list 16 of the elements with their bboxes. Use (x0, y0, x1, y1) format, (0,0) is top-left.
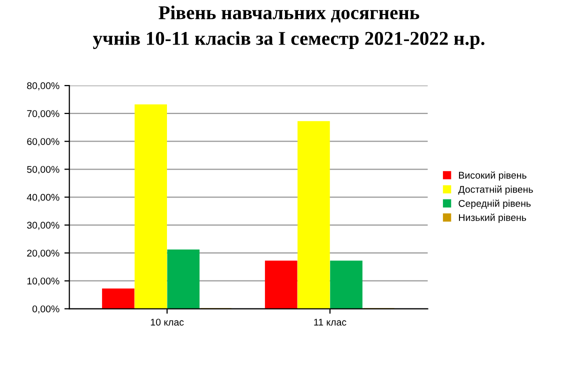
legend-label: Низький рівень (459, 214, 526, 223)
y-tick-label: 50,00% (27, 166, 60, 174)
x-tick-label: 11 клас (314, 318, 346, 326)
y-tick-label: 80,00% (27, 82, 60, 90)
x-tick-label: 10 клас (150, 318, 184, 326)
legend-label: Високий рівень (459, 171, 526, 181)
legend-label: Середній рівень (458, 200, 531, 209)
y-tick-label: 30,00% (27, 222, 60, 230)
y-tick-label: 40,00% (26, 194, 60, 202)
legend-label: Достатній рівень (458, 185, 533, 195)
y-tick-label: 20,00% (27, 250, 60, 258)
chart-title: Рівень навчальних досягнень учнів 10-11 класів за І семестр 2021-2022 н.р. (92, 6, 484, 49)
y-tick-label: 60,00% (27, 138, 60, 146)
y-tick-label: 10,00% (27, 278, 60, 286)
y-tick-label: 70,00% (27, 110, 60, 118)
y-tick-label: 0,00% (32, 305, 60, 314)
